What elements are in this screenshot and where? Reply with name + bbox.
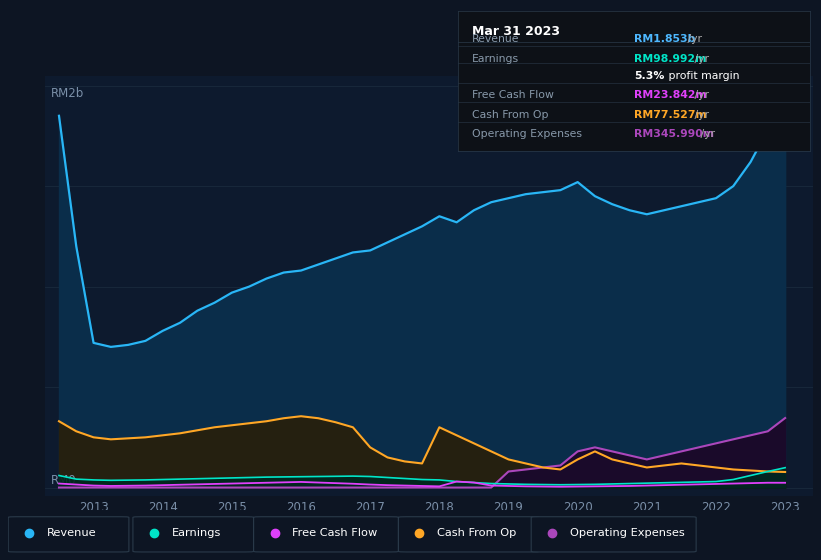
Text: /yr: /yr (690, 110, 709, 120)
Text: Mar 31 2023: Mar 31 2023 (472, 25, 560, 38)
Text: Free Cash Flow: Free Cash Flow (292, 529, 378, 538)
Text: Cash From Op: Cash From Op (472, 110, 548, 120)
Text: RM98.992m: RM98.992m (634, 54, 706, 64)
Text: RM23.842m: RM23.842m (634, 90, 707, 100)
FancyBboxPatch shape (8, 517, 129, 552)
Text: Revenue: Revenue (472, 34, 520, 44)
FancyBboxPatch shape (531, 517, 696, 552)
Text: /yr: /yr (690, 90, 709, 100)
Text: /yr: /yr (697, 129, 715, 139)
Text: RM77.527m: RM77.527m (634, 110, 707, 120)
FancyBboxPatch shape (398, 517, 539, 552)
Text: Cash From Op: Cash From Op (437, 529, 516, 538)
Text: RM1.853b: RM1.853b (634, 34, 695, 44)
Text: Earnings: Earnings (472, 54, 520, 64)
Text: Revenue: Revenue (47, 529, 96, 538)
Text: /yr: /yr (685, 34, 703, 44)
Text: Operating Expenses: Operating Expenses (472, 129, 582, 139)
Text: 5.3%: 5.3% (634, 71, 664, 81)
Text: /yr: /yr (690, 54, 709, 64)
Text: profit margin: profit margin (666, 71, 740, 81)
Text: RM2b: RM2b (51, 87, 84, 100)
Text: Free Cash Flow: Free Cash Flow (472, 90, 554, 100)
Text: RM345.990m: RM345.990m (634, 129, 713, 139)
FancyBboxPatch shape (133, 517, 254, 552)
FancyBboxPatch shape (254, 517, 398, 552)
Text: RM0: RM0 (51, 474, 76, 487)
Text: Operating Expenses: Operating Expenses (570, 529, 685, 538)
Text: Earnings: Earnings (172, 529, 221, 538)
